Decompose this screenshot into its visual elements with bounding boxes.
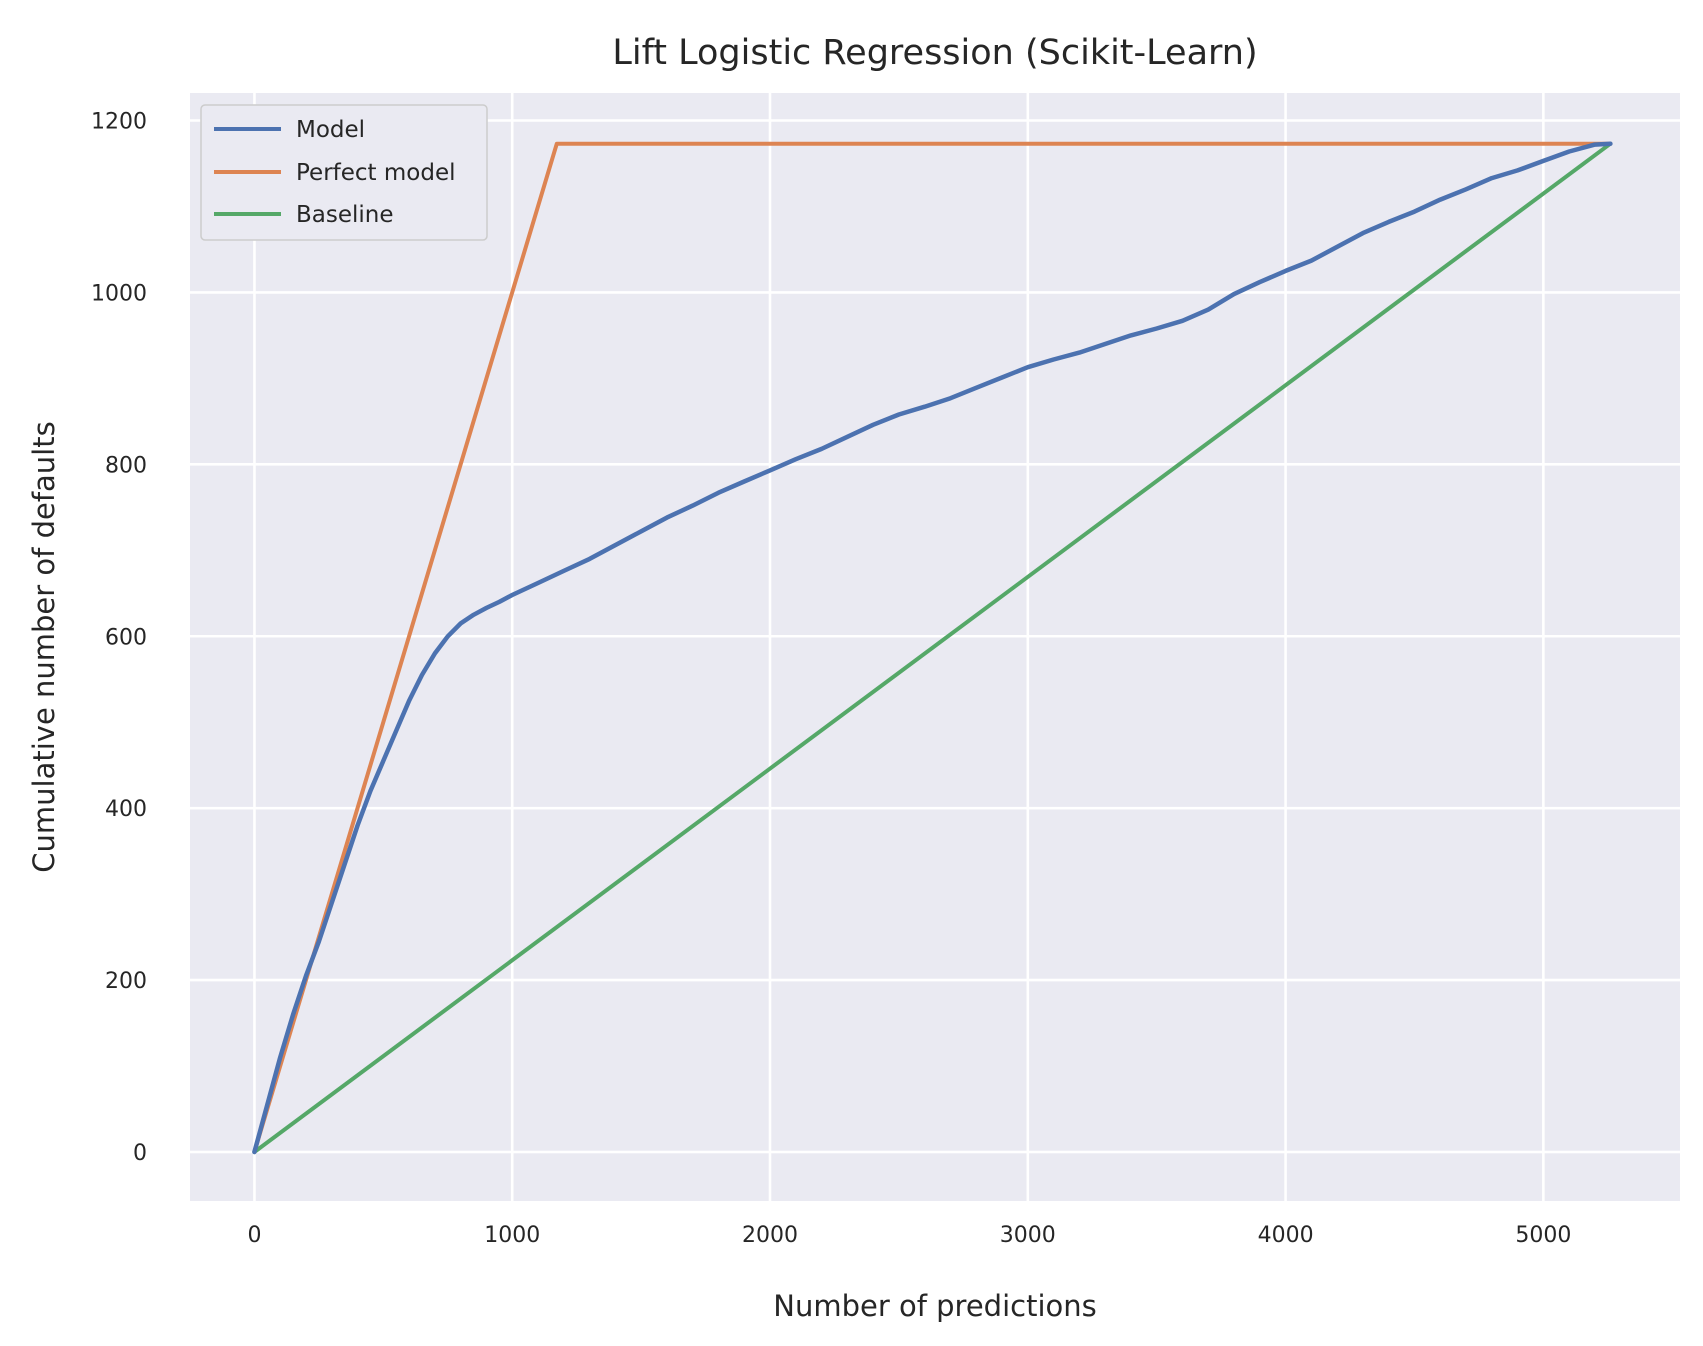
y-tick-label: 0 [133, 1141, 147, 1166]
legend-label-model: Model [296, 117, 365, 143]
legend: Model Perfect model Baseline [200, 104, 488, 241]
y-axis-label: Cumulative number of defaults [27, 421, 61, 872]
x-tick-label: 4000 [1258, 1223, 1314, 1248]
x-axis-label: Number of predictions [773, 1289, 1097, 1323]
grid-lines [190, 93, 1680, 1201]
x-tick-label: 2000 [742, 1223, 798, 1248]
y-tick-label: 1200 [91, 110, 147, 135]
y-tick-label: 1000 [91, 281, 147, 306]
y-tick-label: 200 [105, 969, 147, 994]
y-tick-label: 400 [105, 797, 147, 822]
x-tick-label: 1000 [484, 1223, 540, 1248]
legend-label-perfect-model: Perfect model [296, 160, 456, 186]
series-lines [252, 141, 1613, 1155]
y-tick-label: 600 [105, 625, 147, 650]
chart-title: Lift Logistic Regression (Scikit-Learn) [612, 33, 1257, 73]
tick-labels: 0 1000 2000 3000 4000 5000 0 200 400 600 800 1000 12… [91, 110, 1571, 1248]
series-line-perfect-model [252, 141, 1613, 1154]
y-tick-label: 800 [105, 453, 147, 478]
series-line-baseline [252, 141, 1613, 1154]
legend-box [200, 104, 488, 241]
series-line-model [252, 141, 1613, 1155]
legend-label-baseline: Baseline [296, 202, 394, 228]
x-tick-label: 5000 [1515, 1223, 1571, 1248]
x-tick-label: 3000 [1000, 1223, 1056, 1248]
x-tick-label: 0 [247, 1223, 261, 1248]
